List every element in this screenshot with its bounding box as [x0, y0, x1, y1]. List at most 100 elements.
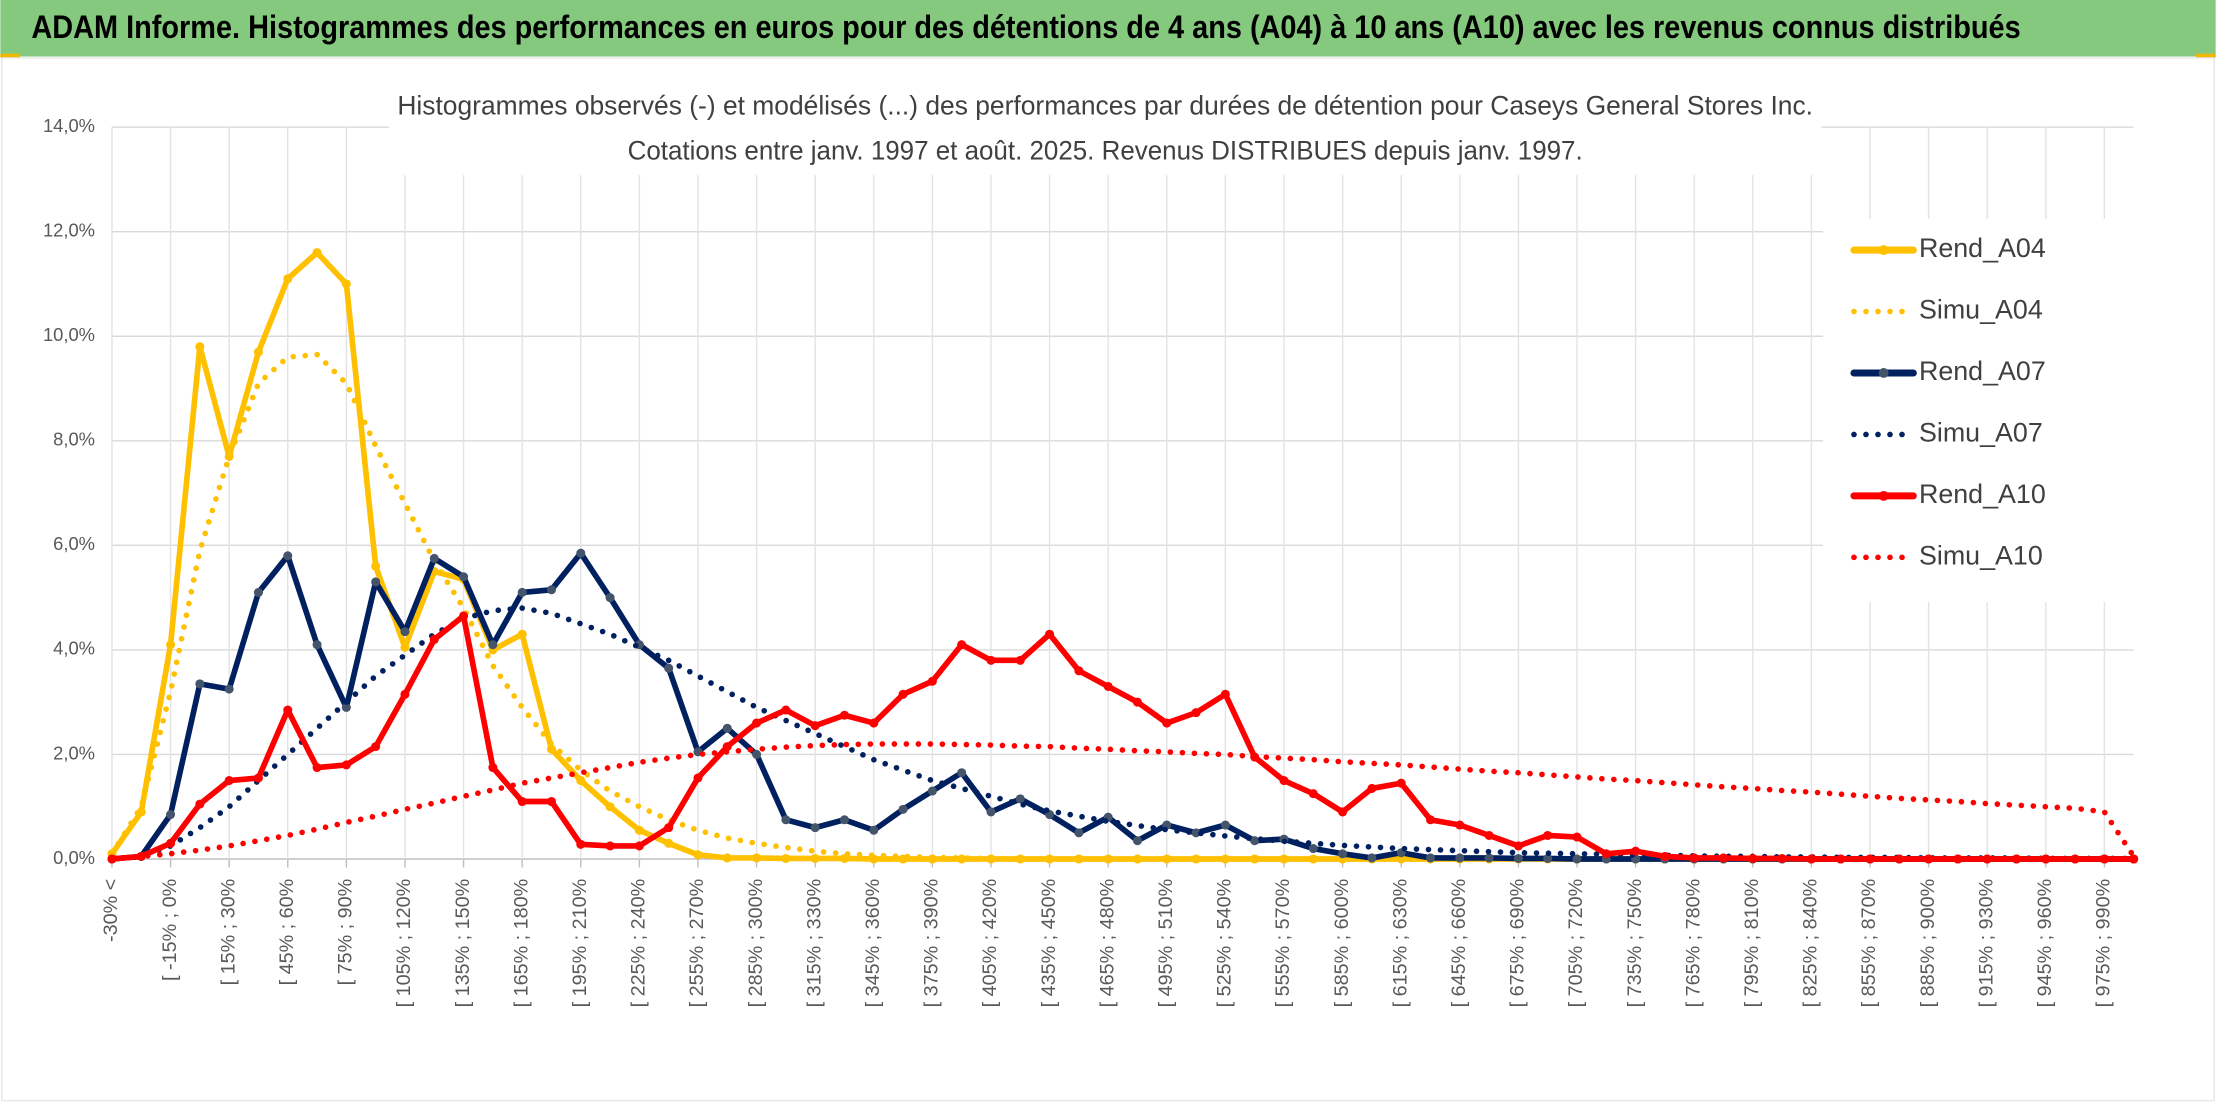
point-marker — [371, 742, 381, 752]
point-marker — [957, 854, 967, 864]
legend-marker — [1878, 368, 1889, 378]
point-marker — [664, 663, 674, 673]
legend-label: Rend_A10 — [1919, 479, 2046, 509]
x-tick-label: [ 705% ; 720% — [1565, 879, 1587, 1008]
point-marker — [810, 721, 820, 731]
point-marker — [312, 640, 322, 650]
point-marker — [1220, 820, 1230, 830]
point-marker — [283, 274, 293, 284]
grid: 0,0% 2,0% 4,0% 6,0% 8,0% 10,0% 12,0% 14,0% -30% … — [43, 115, 2134, 1007]
point-marker — [253, 347, 263, 357]
point-marker — [1455, 853, 1465, 863]
point-marker — [986, 807, 996, 817]
x-tick-label: [ 795% ; 810% — [1741, 879, 1763, 1008]
corner — [0, 53, 21, 58]
point-marker — [488, 640, 498, 650]
point-marker — [166, 838, 176, 848]
point-marker — [869, 718, 879, 728]
x-tick-label: [ 855% ; 870% — [1858, 879, 1880, 1008]
x-tick-label: [ 285% ; 300% — [745, 879, 767, 1008]
point-marker — [1162, 854, 1172, 864]
point-marker — [1191, 708, 1201, 718]
point-marker — [195, 799, 205, 809]
point-marker — [429, 553, 439, 563]
point-marker — [224, 684, 234, 694]
x-tick-label: [ 195% ; 210% — [569, 879, 591, 1008]
point-marker — [1718, 853, 1729, 863]
point-marker — [898, 804, 908, 814]
x-tick-label: [ 555% ; 570% — [1272, 879, 1294, 1008]
point-marker — [1572, 832, 1582, 842]
x-tick-label: [ 165% ; 180% — [510, 879, 532, 1008]
point-marker — [1367, 783, 1377, 793]
point-marker — [253, 773, 263, 783]
point-marker — [781, 815, 791, 825]
point-marker — [605, 593, 615, 603]
legend-marker — [1878, 245, 1889, 256]
series-line — [109, 741, 2137, 862]
chart-frame — [1, 57, 2215, 1102]
point-marker — [546, 796, 556, 807]
point-marker — [1484, 853, 1494, 863]
x-tick-label: [ 135% ; 150% — [452, 879, 474, 1008]
point-marker — [1250, 836, 1260, 846]
point-marker — [459, 572, 469, 582]
point-marker — [1865, 854, 1875, 864]
point-marker — [371, 561, 381, 571]
point-marker — [341, 760, 351, 770]
x-tick-label: [ 495% ; 510% — [1155, 879, 1177, 1008]
point-marker — [1660, 851, 1670, 861]
legend-label: Rend_A04 — [1919, 233, 2046, 263]
point-marker — [1220, 854, 1230, 864]
point-marker — [1953, 854, 1963, 864]
point-marker — [1455, 820, 1465, 830]
point-marker — [195, 679, 205, 689]
point-marker — [752, 749, 762, 759]
x-tick-label: [ 585% ; 600% — [1331, 879, 1353, 1008]
point-marker — [898, 689, 908, 699]
point-marker — [224, 776, 234, 786]
point-marker — [546, 744, 556, 754]
x-tick-label: [ 915% ; 930% — [1975, 879, 1997, 1008]
legend-label: Simu_A10 — [1919, 540, 2043, 570]
point-marker — [1074, 666, 1084, 676]
point-marker — [136, 851, 146, 861]
x-tick-label: [ 885% ; 900% — [1917, 879, 1939, 1008]
point-marker — [488, 762, 498, 773]
x-tick-label: [ 45% ; 60% — [276, 879, 298, 986]
point-marker — [546, 585, 556, 595]
point-marker — [1543, 853, 1553, 863]
point-marker — [283, 551, 293, 561]
x-tick-label: -30% < — [100, 879, 122, 942]
point-marker — [1601, 849, 1611, 859]
point-marker — [1015, 655, 1025, 665]
corner — [2195, 53, 2216, 58]
header-banner — [0, 0, 2216, 57]
x-tick-label: [ 615% ; 630% — [1389, 879, 1411, 1008]
point-marker — [634, 825, 644, 835]
point-marker — [927, 786, 937, 796]
point-marker — [2129, 854, 2139, 864]
point-marker — [1513, 853, 1523, 863]
point-marker — [400, 689, 410, 699]
x-tick-label: [ 405% ; 420% — [979, 879, 1001, 1008]
legend-label: Simu_A07 — [1919, 418, 2043, 448]
point-marker — [1045, 629, 1055, 639]
point-marker — [1748, 853, 1758, 863]
x-tick-label: [ 525% ; 540% — [1214, 879, 1236, 1008]
point-marker — [1279, 854, 1289, 864]
point-marker — [576, 839, 586, 849]
point-marker — [839, 710, 849, 720]
x-tick-label: [ -15% ; 0% — [159, 879, 181, 981]
x-tick-label: [ 255% ; 270% — [686, 879, 708, 1008]
point-marker — [1308, 789, 1318, 799]
point-marker — [166, 810, 176, 820]
y-tick-label: 14,0% — [43, 115, 95, 136]
x-tick-label: [ 435% ; 450% — [1038, 879, 1060, 1008]
x-tick-label: [ 825% ; 840% — [1800, 879, 1822, 1008]
y-tick-label: 4,0% — [53, 638, 95, 659]
point-marker — [1367, 853, 1377, 863]
point-marker — [2041, 854, 2051, 864]
point-marker — [1894, 854, 1904, 864]
point-marker — [371, 577, 381, 587]
